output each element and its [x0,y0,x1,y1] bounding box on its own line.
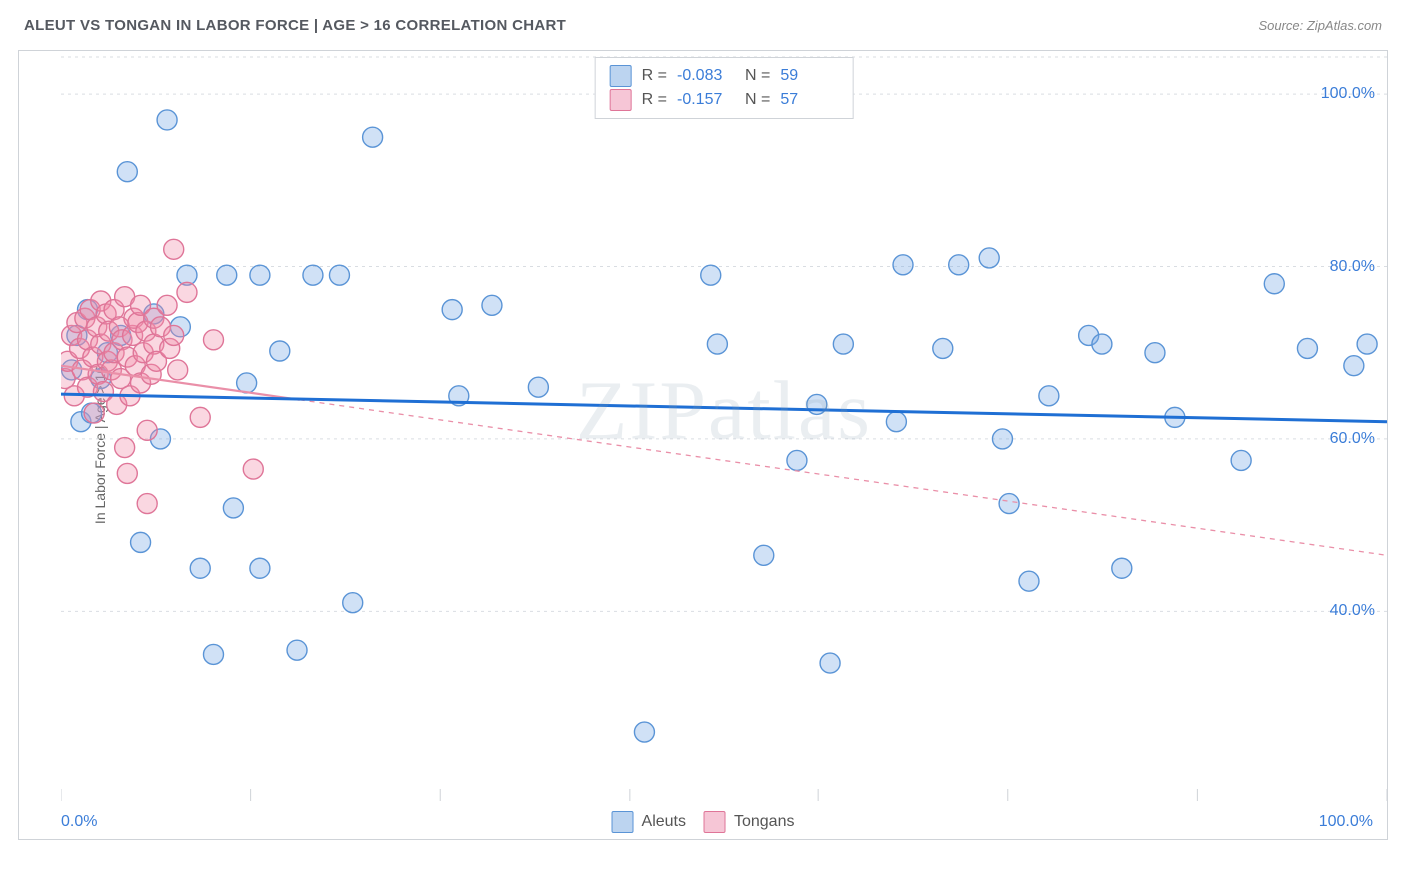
swatch-aleuts-icon [612,811,634,833]
y-tick-label: 40.0% [1330,602,1375,620]
y-tick-label: 80.0% [1330,258,1375,276]
correlation-legend: R = -0.083 N = 59 R = -0.157 N = 57 [595,57,854,119]
n-label: N = [745,88,770,112]
x-min-label: 0.0% [61,813,97,831]
source-attribution: Source: ZipAtlas.com [1258,18,1382,33]
r-label: R = [642,88,667,112]
legend-item-aleuts: Aleuts [612,811,686,833]
legend-label-aleuts: Aleuts [642,813,686,831]
x-max-label: 100.0% [1319,813,1373,831]
scatter-svg [61,51,1387,801]
legend-label-tongans: Tongans [734,813,795,831]
y-tick-label: 100.0% [1321,85,1375,103]
legend-item-tongans: Tongans [704,811,795,833]
swatch-tongans [610,89,632,111]
n-label: N = [745,64,770,88]
y-tick-label: 60.0% [1330,430,1375,448]
n-value-tongans: 57 [780,88,838,112]
chart-container: In Labor Force | Age > 16 ZIPatlas R = -… [18,50,1388,840]
series-legend: Aleuts Tongans [612,811,795,833]
swatch-aleuts [610,65,632,87]
r-label: R = [642,64,667,88]
n-value-aleuts: 59 [780,64,838,88]
swatch-tongans-icon [704,811,726,833]
legend-row-tongans: R = -0.157 N = 57 [610,88,839,112]
r-value-aleuts: -0.083 [677,64,735,88]
r-value-tongans: -0.157 [677,88,735,112]
plot-area: ZIPatlas R = -0.083 N = 59 R = -0.157 N … [61,51,1387,801]
legend-row-aleuts: R = -0.083 N = 59 [610,64,839,88]
chart-title: ALEUT VS TONGAN IN LABOR FORCE | AGE > 1… [24,17,566,34]
